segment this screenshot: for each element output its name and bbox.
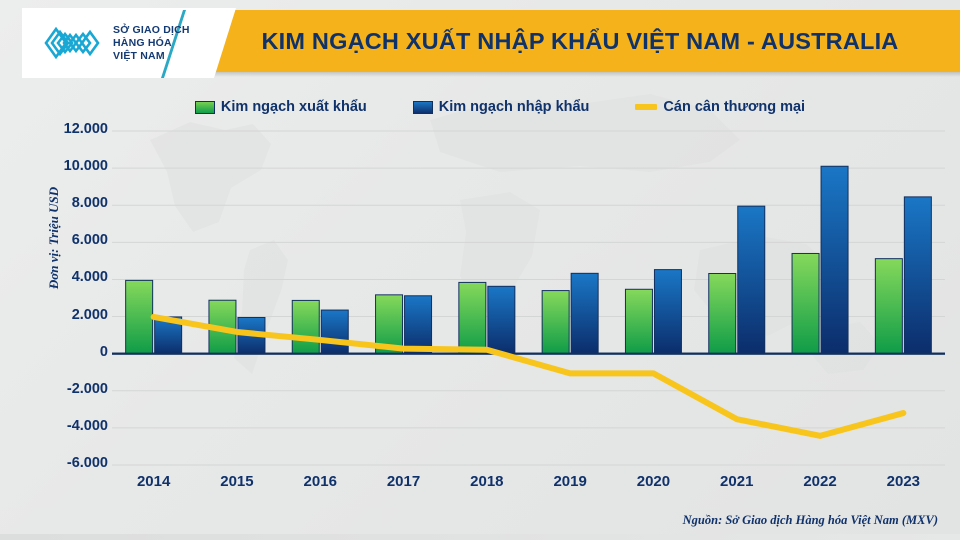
bar-exports[interactable] [874,258,903,355]
x-axis-tick-label: 2016 [303,473,337,490]
bar-imports[interactable] [404,295,433,355]
x-axis-tick-label: 2021 [720,473,754,490]
bar-exports[interactable] [708,273,737,355]
legend-item-imports[interactable]: Kim ngạch nhập khẩu [412,99,590,115]
x-axis-tick-label: 2019 [553,473,587,490]
y-axis-tick-label: 4.000 [71,269,108,286]
y-axis-tick-label: 8.000 [71,195,108,212]
y-axis-tick-label: -4.000 [66,417,108,434]
legend-label-imports: Kim ngạch nhập khẩu [438,99,590,115]
logo-line-3: VIỆT NAM [113,49,165,62]
bar-exports[interactable] [125,279,154,355]
x-axis-tick-label: 2023 [886,473,921,490]
header-band [118,10,960,72]
x-axis-tick-label: 2018 [470,473,504,490]
y-axis-tick-label: 12.000 [63,121,108,137]
bar-imports[interactable] [653,269,682,355]
y-axis-tick-label: 0 [99,343,108,360]
page-header: KIM NGẠCH XUẤT NHẬP KHẨU VIỆT NAM - AUST… [0,0,960,88]
bar-imports[interactable] [320,309,349,355]
logo: SỞ GIAO DỊCH HÀNG HÓA VIỆT NAM [22,8,236,78]
bar-imports[interactable] [570,272,599,355]
bar-exports[interactable] [375,294,404,355]
mxv-logo-icon [44,26,100,60]
y-axis-tick-label: 6.000 [71,232,108,249]
bar-imports[interactable] [820,165,849,355]
bar-imports[interactable] [737,205,766,355]
legend-label-exports: Kim ngạch xuất khẩu [220,99,367,115]
source-note: Nguồn: Sở Giao dịch Hàng hóa Việt Nam (M… [682,513,938,527]
legend-item-exports[interactable]: Kim ngạch xuất khẩu [194,99,367,115]
logo-line-2: HÀNG HÓA [113,36,172,49]
legend-item-trade-balance[interactable]: Cán cân thương mại [635,99,805,115]
logo-line-1: SỞ GIAO DỊCH [113,23,190,36]
bar-imports[interactable] [487,285,516,355]
teal-slash-decoration [158,10,194,78]
legend-swatch-green [194,100,215,114]
page-title: KIM NGẠCH XUẤT NHẬP KHẨU VIỆT NAM - AUST… [261,27,899,54]
logo-text: SỞ GIAO DỊCH HÀNG HÓA VIỆT NAM [113,24,190,63]
bar-exports[interactable] [541,290,570,355]
x-axis-tick-label: 2015 [220,473,254,490]
y-axis-tick-label: -6.000 [66,455,108,471]
bar-imports[interactable] [237,316,266,355]
bar-imports[interactable] [154,316,183,355]
bar-exports[interactable] [458,281,487,355]
x-axis-tick-label: 2017 [386,473,421,490]
chart-legend: Kim ngạch xuất khẩu Kim ngạch nhập khẩu … [0,99,960,115]
bar-exports[interactable] [791,252,820,355]
x-axis-tick-label: 2020 [636,473,671,490]
y-axis-tick-label: 10.000 [63,158,108,175]
line-trade-balance[interactable] [150,313,907,439]
legend-line-yellow [635,104,658,110]
bar-exports[interactable] [291,299,320,355]
bar-imports[interactable] [903,196,932,355]
y-axis-tick-label: 2.000 [71,306,108,323]
x-axis-tick-label: 2022 [803,473,837,490]
y-axis-tick-label: -2.000 [66,380,108,397]
bar-exports[interactable] [624,288,653,355]
y-axis-ticks: 12.000 10.000 8.000 6.000 4.000 2.000 0 -2.000 -… [0,0,108,540]
header-band-shadow [118,72,960,77]
bar-exports[interactable] [208,299,237,355]
bottom-strip [0,534,960,540]
legend-swatch-blue [412,100,433,114]
x-axis-tick-label: 2014 [136,473,171,490]
legend-label-trade-balance: Cán cân thương mại [663,99,806,115]
